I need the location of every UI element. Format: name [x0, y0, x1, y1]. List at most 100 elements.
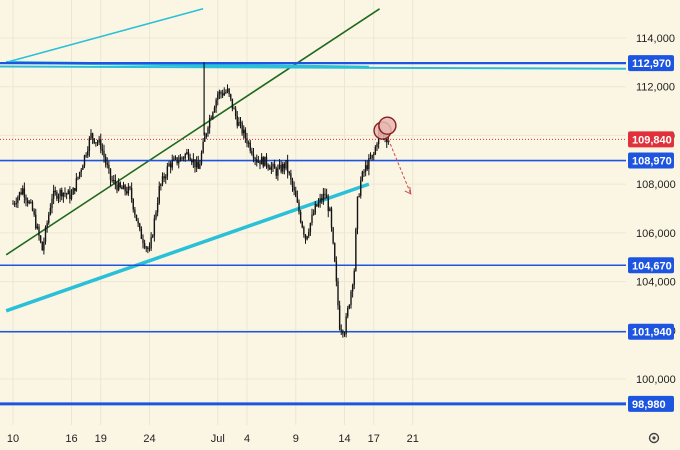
- candle-body: [217, 94, 219, 100]
- candle-body: [321, 198, 323, 201]
- candle-body: [59, 189, 61, 196]
- candle-body: [368, 158, 370, 170]
- level-104670-tag-label: 104,670: [632, 260, 672, 272]
- candle-body: [74, 188, 76, 191]
- candle-body: [114, 179, 117, 185]
- candle-body: [286, 160, 289, 173]
- x-tick-label: 24: [143, 433, 155, 445]
- candle-body: [324, 193, 326, 195]
- candle-body: [95, 142, 97, 144]
- x-tick-label: 21: [407, 433, 419, 445]
- candle-body: [360, 180, 362, 196]
- candle-body: [80, 169, 82, 173]
- candle-body: [113, 179, 115, 181]
- candle-body: [306, 236, 308, 240]
- candle-body: [275, 168, 277, 176]
- candle-body: [20, 192, 22, 195]
- y-tick-label: 100,000: [636, 374, 676, 386]
- x-tick-label: 16: [65, 433, 77, 445]
- candle-body: [35, 214, 37, 229]
- candle-body: [132, 199, 134, 210]
- candle-body: [179, 157, 182, 162]
- candle-body: [387, 140, 390, 143]
- candle-body: [317, 202, 320, 207]
- level-101940-tag-label: 101,940: [632, 327, 672, 339]
- candle-body: [171, 160, 173, 168]
- candle-body: [158, 186, 160, 204]
- candle-body: [156, 203, 159, 213]
- candle-body: [165, 176, 167, 179]
- candle-body: [202, 141, 204, 153]
- candle-body: [184, 154, 186, 159]
- candle-body: [225, 92, 227, 94]
- candle-body: [295, 190, 297, 197]
- candle-body: [122, 185, 125, 190]
- candle-body: [361, 171, 364, 181]
- candle-body: [62, 192, 65, 197]
- horizontal-levels: [0, 61, 626, 406]
- candle-body: [221, 93, 224, 96]
- x-tick-label: Jul: [211, 433, 225, 445]
- candle-body: [353, 270, 355, 286]
- candle-body: [332, 227, 334, 244]
- candle-body: [181, 157, 183, 159]
- candle-body: [46, 223, 48, 228]
- candle-body: [343, 333, 346, 335]
- candle-body: [148, 248, 151, 250]
- candle-body: [314, 204, 316, 214]
- candle-body: [124, 185, 126, 192]
- candle-body: [70, 194, 73, 200]
- candle-body: [98, 139, 100, 143]
- candle-body: [358, 195, 360, 197]
- candle-body: [140, 228, 143, 239]
- candle-body: [246, 137, 248, 144]
- candle-body: [234, 108, 237, 116]
- candle-body: [369, 158, 372, 160]
- candle-body: [325, 194, 328, 199]
- candle-body: [176, 157, 178, 164]
- candle-body: [135, 214, 138, 221]
- candle-body: [304, 234, 307, 240]
- candle-body: [129, 186, 131, 189]
- x-tick-label: 14: [338, 433, 350, 445]
- candle-body: [111, 179, 113, 181]
- candle-body: [264, 156, 266, 167]
- candle-body: [31, 202, 34, 211]
- candle-body: [376, 143, 378, 147]
- level-112970-tag: [628, 55, 674, 72]
- highlight-circle: [378, 116, 397, 135]
- trendline-lower-cyan-support: [5, 182, 370, 313]
- candle-body: [355, 229, 357, 271]
- candle-body: [208, 118, 211, 128]
- candle-body: [338, 305, 341, 330]
- candle-body: [64, 192, 66, 194]
- candle-body: [212, 112, 214, 118]
- candle-body: [218, 91, 221, 95]
- candle-body: [194, 159, 196, 168]
- candle-body: [88, 138, 91, 152]
- candle-body: [337, 281, 339, 306]
- candle-body: [30, 201, 32, 203]
- candle-body: [334, 243, 336, 262]
- level-101940-tag: [628, 323, 674, 340]
- candle-body: [364, 165, 367, 172]
- candle-body: [90, 133, 92, 139]
- candle-body: [267, 165, 269, 168]
- trendline-upper-cyan: [5, 7, 204, 64]
- candle-body: [371, 154, 373, 159]
- settings-gear-icon[interactable]: [648, 432, 660, 444]
- candle-body: [210, 117, 212, 119]
- candle-body: [166, 166, 169, 177]
- candle-body: [91, 133, 94, 139]
- candle-body: [192, 159, 195, 163]
- candle-body: [143, 243, 146, 248]
- candle-body: [309, 223, 312, 233]
- candle-body: [142, 238, 144, 244]
- candles: [12, 62, 390, 338]
- candle-body: [329, 208, 331, 212]
- level-98980-tag-label: 98,980: [632, 399, 666, 411]
- current-price-tag: [628, 131, 674, 148]
- candle-body: [169, 163, 172, 168]
- candle-body: [278, 164, 281, 169]
